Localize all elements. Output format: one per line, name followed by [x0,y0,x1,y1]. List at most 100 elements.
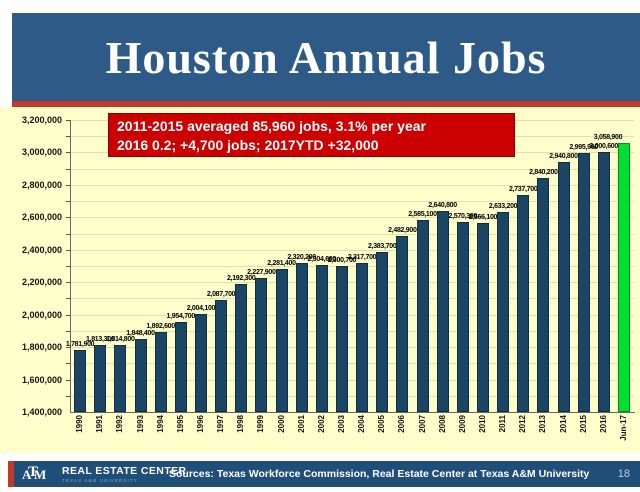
bar-value-label-2008: 2,640,800 [428,201,457,209]
bar-2003 [335,265,348,412]
y-axis-label: 2,200,000 [21,277,62,288]
bar-2005 [376,252,389,412]
bar-1994 [154,332,167,412]
x-axis-label-2004: 2004 [357,415,367,433]
y-axis-tick [66,136,70,138]
x-axis-label-1994: 1994 [155,415,165,433]
bar-2011 [497,211,510,412]
gridline [71,249,634,251]
x-axis-label-2016: 2016 [598,415,608,433]
bar-Jun-17 [617,142,630,412]
x-axis-label-1990: 1990 [75,415,85,433]
y-axis-tick [66,233,70,235]
bar-1999 [255,277,268,412]
real-estate-center-wordmark: REAL ESTATE CENTER TEXAS A&M UNIVERSITY [62,465,186,483]
x-axis-label-2002: 2002 [316,415,326,433]
bar-value-label-2006: 2,482,900 [388,227,417,235]
gridline [71,217,634,219]
x-axis-label-2001: 2001 [296,415,306,433]
gridline [71,347,634,349]
x-axis-label-2012: 2012 [518,415,528,433]
y-axis-tick [66,152,70,154]
bar-value-label-2010: 2,566,100 [468,213,498,221]
x-axis-label-1998: 1998 [236,415,246,433]
page-title: Houston Annual Jobs [105,31,547,83]
x-axis-label-1997: 1997 [216,415,226,433]
y-axis-tick [66,347,70,349]
x-axis-label-2000: 2000 [276,415,286,433]
bar-value-label-2001: 2,320,200 [287,253,316,261]
gridline [71,282,634,284]
bar-2004 [356,263,369,412]
bar-value-label-2007: 2,585,100 [408,210,437,218]
bar-value-label-1994: 1,892,600 [146,323,175,331]
y-axis-tick [66,266,70,267]
texas-am-logo-icon: A T M [22,464,47,482]
y-axis-tick [66,249,70,251]
x-axis-label-1999: 1999 [256,415,266,433]
x-axis-label-2014: 2014 [558,415,568,433]
bar-value-label-Jun-17: 3,058,900 [593,133,623,141]
bar-2008 [436,210,449,412]
bar-value-label-2014: 2,940,800 [549,153,578,160]
bar-2013 [537,178,550,412]
gridline [71,168,634,170]
y-axis-label: 1,400,000 [21,407,62,417]
x-axis-label-2003: 2003 [336,415,346,433]
annotation-line-1: 2011-2015 averaged 85,960 jobs, 3.1% per… [117,118,426,134]
bar-value-label-1997: 2,087,700 [206,291,236,299]
annotation-callout: 2011-2015 averaged 85,960 jobs, 3.1% per… [108,113,515,157]
gridline [71,379,634,381]
bar-2014 [557,162,570,412]
bar-2007 [416,219,429,412]
gridline [71,395,634,397]
gridline [71,363,634,365]
x-axis-label-1992: 1992 [115,415,125,433]
gridline [71,201,634,203]
y-axis-tick [66,217,70,219]
bar-2006 [396,236,409,412]
bar-value-label-1995: 1,954,700 [166,313,196,320]
gridline [71,266,634,267]
x-axis-label-1991: 1991 [95,415,105,433]
bar-1990 [74,350,87,412]
y-axis-label: 1,600,000 [21,374,62,385]
bar-value-label-2013: 2,840,200 [529,169,558,177]
x-axis-label-2010: 2010 [477,415,487,433]
bar-2010 [476,222,489,412]
bar-value-label-1990: 1,781,900 [65,341,95,348]
bar-value-label-1999: 2,227,900 [247,268,276,276]
bar-1998 [235,283,248,412]
x-axis-label-1996: 1996 [195,415,205,433]
bar-2016 [597,152,610,412]
bar-value-label-2009: 2,570,300 [448,213,478,221]
x-axis-label-2009: 2009 [457,415,467,433]
gridline [71,314,634,316]
bar-value-label-1991: 1,813,300 [85,336,115,343]
title-underline-rule [12,101,640,107]
footer-bar: A T M REAL ESTATE CENTER TEXAS A&M UNIVE… [14,461,640,487]
bar-1992 [114,344,127,412]
bar-value-label-2005: 2,383,700 [367,243,397,251]
slide-title-banner: Houston Annual Jobs [12,13,640,101]
x-axis-line [70,412,635,413]
bar-value-label-1998: 2,192,300 [226,274,256,282]
bar-2015 [577,153,590,412]
y-axis-tick [66,120,70,121]
bar-value-label-2012: 2,737,700 [508,186,538,193]
y-axis-tick [66,363,70,365]
x-axis-label-2005: 2005 [377,415,387,433]
x-axis-label-1993: 1993 [135,415,145,433]
y-axis-tick [66,395,70,397]
page-number: 18 [617,468,630,480]
bar-1995 [174,322,187,412]
logo-subtitle: TEXAS A&M UNIVERSITY [62,478,138,483]
jobs-bar-chart: 1,400,000 1,600,000 1,800,000 2,000,000 2,20… [0,107,640,453]
bar-1993 [134,339,147,412]
gridline [71,330,634,332]
y-axis-tick [66,184,70,186]
gridline [71,298,634,300]
y-axis-tick [66,314,70,316]
logo-title: REAL ESTATE CENTER [62,465,187,477]
footer-accent-stripe [8,461,14,487]
